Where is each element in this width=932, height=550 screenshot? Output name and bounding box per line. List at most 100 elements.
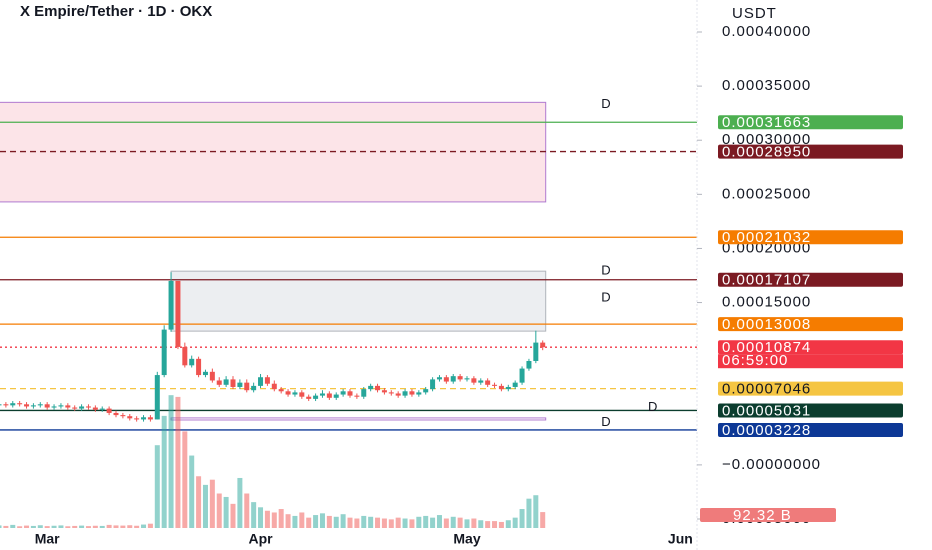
candle-body	[388, 392, 394, 394]
candle-body	[147, 417, 153, 420]
candle-body	[216, 380, 222, 385]
volume-bar	[223, 496, 229, 528]
price-label: 0.00010874	[722, 339, 811, 356]
volume-bar	[134, 525, 140, 528]
candle-body	[175, 280, 181, 347]
candle-body	[526, 360, 532, 369]
candle-body	[141, 417, 147, 420]
volume-bar	[306, 517, 312, 528]
volume-bar	[526, 498, 532, 528]
annotation: D	[601, 263, 610, 278]
candle-body	[395, 393, 401, 396]
price-label: 0.00031663	[722, 114, 811, 131]
y-tick-label: 0.00015000	[722, 294, 811, 311]
volume-bar	[58, 525, 64, 528]
price-label: 0.00013008	[722, 316, 811, 333]
candle-body	[37, 404, 43, 406]
candle-body	[196, 358, 202, 376]
candle-body	[443, 377, 449, 382]
candle-body	[326, 393, 332, 398]
volume-bar	[271, 512, 277, 528]
volume-bar	[202, 484, 208, 528]
candle-body	[168, 280, 174, 330]
price-label-bg	[718, 381, 903, 396]
price-label-bg	[718, 230, 903, 245]
volume-bar	[471, 518, 477, 528]
candle-body	[79, 406, 85, 409]
volume-label-bg	[700, 508, 836, 522]
candle-body	[106, 408, 112, 413]
candle-body	[44, 404, 50, 408]
candle-body	[505, 386, 511, 390]
volume-bar	[258, 507, 264, 528]
volume-bar	[354, 518, 360, 528]
x-tick-label: Apr	[248, 531, 273, 547]
volume-bar	[17, 526, 23, 528]
candle-body	[436, 377, 442, 380]
candle-body	[120, 415, 126, 417]
y-tick-label: 0.00035000	[722, 77, 811, 94]
volume-bar	[182, 431, 188, 528]
candle-body	[202, 371, 208, 376]
volume-bar	[3, 525, 9, 528]
volume-bar	[44, 526, 50, 528]
candle-body	[271, 383, 277, 390]
candle-body	[375, 385, 381, 391]
candle-body	[92, 407, 98, 410]
volume-bar	[196, 476, 202, 528]
candle-body	[450, 376, 456, 382]
price-label: 0.00007046	[722, 381, 811, 398]
volume-bar	[402, 518, 408, 528]
volume-bar	[65, 526, 71, 528]
volume-bar	[24, 525, 30, 528]
volume-bar	[361, 515, 367, 528]
candle-body	[127, 416, 133, 419]
volume-bar	[313, 515, 319, 528]
candle-body	[51, 406, 57, 408]
volume-bar	[99, 525, 105, 528]
candle-body	[478, 380, 484, 383]
volume-bar	[10, 524, 16, 528]
zone	[170, 270, 547, 332]
candle-body	[457, 376, 463, 380]
candle-body	[258, 377, 264, 386]
candle-body	[58, 405, 64, 407]
volume-bar	[175, 396, 181, 528]
volume-bar	[37, 525, 43, 528]
axis-unit: USDT	[732, 5, 777, 22]
volume-bar	[51, 525, 57, 528]
volume-bar	[436, 515, 442, 528]
volume-bar	[141, 524, 147, 528]
volume-bar	[540, 512, 546, 528]
volume-bar	[299, 512, 305, 528]
volume-bar	[505, 520, 511, 528]
candle-body	[230, 379, 236, 387]
volume-bar	[492, 521, 498, 528]
chart-title: X Empire/Tether · 1D · OKX	[20, 3, 212, 20]
volume-bar	[0, 525, 2, 528]
volume-bar	[230, 503, 236, 528]
candle-body	[154, 375, 160, 420]
volume-bar	[264, 510, 270, 528]
candle-body	[313, 395, 319, 399]
volume-bar	[498, 521, 504, 528]
zone	[170, 417, 547, 421]
volume-bar	[381, 518, 387, 528]
volume-bar	[519, 509, 525, 528]
volume-bar	[430, 517, 436, 528]
candle-body	[485, 380, 491, 385]
volume-bar	[443, 518, 449, 528]
volume-bar	[168, 395, 174, 528]
volume-bar	[457, 517, 463, 528]
volume-bar	[92, 525, 98, 528]
countdown: 06:59:00	[722, 352, 788, 369]
candle-body	[264, 377, 270, 384]
volume-bar	[278, 509, 284, 528]
candle-body	[292, 392, 298, 395]
volume-bar	[189, 455, 195, 528]
candle-body	[99, 408, 105, 410]
volume-bar	[340, 514, 346, 528]
candle-body	[299, 392, 305, 397]
candle-body	[30, 405, 36, 407]
